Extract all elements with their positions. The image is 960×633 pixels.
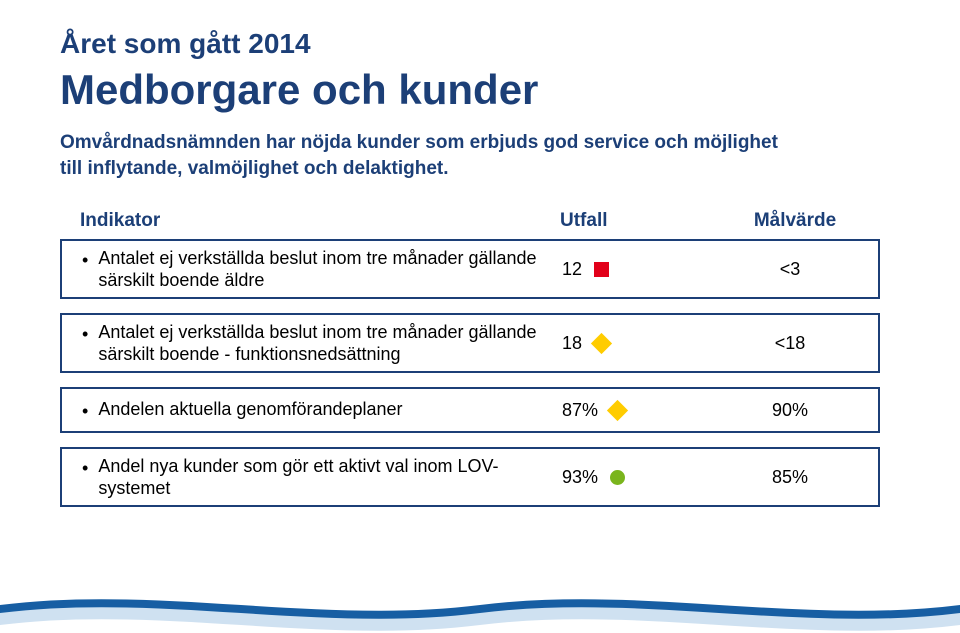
utfall-cell: 87% (562, 400, 712, 421)
status-marker-icon (594, 262, 609, 277)
indicator-label: • Antalet ej verkställda beslut inom tre… (82, 321, 562, 366)
intro-text: Omvårdnadsnämnden har nöjda kunder som e… (60, 130, 800, 181)
utfall-cell: 12 (562, 259, 712, 280)
status-marker-icon (607, 400, 628, 421)
header-indicator: Indikator (60, 210, 560, 232)
table-row: • Antalet ej verkställda beslut inom tre… (60, 239, 880, 299)
utfall-value: 18 (562, 333, 582, 354)
indicator-text: Andel nya kunder som gör ett aktivt val … (98, 455, 562, 500)
status-marker-icon (610, 470, 625, 485)
utfall-value: 87% (562, 400, 598, 421)
status-marker-icon (591, 333, 612, 354)
header-utfall: Utfall (560, 210, 710, 232)
indicator-text: Antalet ej verkställda beslut inom tre m… (98, 247, 562, 292)
table-row: • Antalet ej verkställda beslut inom tre… (60, 313, 880, 373)
malvarde-cell: 85% (712, 467, 868, 488)
page-title: Året som gått 2014 (60, 28, 900, 60)
indicator-table: Indikator Utfall Målvärde • Antalet ej v… (60, 203, 880, 507)
indicator-text: Antalet ej verkställda beslut inom tre m… (98, 321, 562, 366)
utfall-value: 93% (562, 467, 598, 488)
malvarde-cell: <18 (712, 333, 868, 354)
header-malvarde: Målvärde (710, 210, 880, 232)
bullet-icon: • (82, 398, 88, 423)
section-heading: Medborgare och kunder (60, 66, 900, 114)
utfall-value: 12 (562, 259, 582, 280)
malvarde-cell: <3 (712, 259, 868, 280)
table-row: • Andelen aktuella genomförandeplaner 87… (60, 387, 880, 433)
slide: Året som gått 2014 Medborgare och kunder… (0, 0, 960, 633)
bullet-icon: • (82, 247, 88, 272)
utfall-cell: 93% (562, 467, 712, 488)
table-header: Indikator Utfall Målvärde (60, 203, 880, 239)
bullet-icon: • (82, 321, 88, 346)
bullet-icon: • (82, 455, 88, 480)
indicator-label: • Andel nya kunder som gör ett aktivt va… (82, 455, 562, 500)
wave-decoration-icon (0, 583, 960, 633)
utfall-cell: 18 (562, 333, 712, 354)
indicator-label: • Antalet ej verkställda beslut inom tre… (82, 247, 562, 292)
indicator-text: Andelen aktuella genomförandeplaner (98, 398, 402, 421)
indicator-label: • Andelen aktuella genomförandeplaner (82, 398, 562, 423)
table-row: • Andel nya kunder som gör ett aktivt va… (60, 447, 880, 507)
malvarde-cell: 90% (712, 400, 868, 421)
